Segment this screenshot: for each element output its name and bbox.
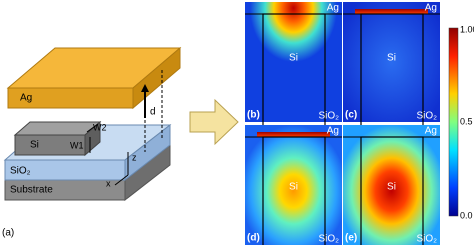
colorbar-tick: 1.00 bbox=[460, 24, 474, 34]
field-map bbox=[245, 2, 342, 122]
panel-label: (d) bbox=[247, 233, 260, 244]
colorbar-tick: 0.5 bbox=[460, 116, 473, 126]
field-map bbox=[343, 2, 440, 122]
z-label: z bbox=[132, 152, 137, 162]
schematic: Ag Si W2 W1 d z x SiO₂ Substrate (a) bbox=[2, 46, 182, 239]
panel-label: (a) bbox=[2, 228, 14, 239]
d-arrowhead bbox=[141, 84, 149, 92]
arrow bbox=[189, 98, 239, 146]
field-map bbox=[245, 125, 342, 245]
ag-label: Ag bbox=[327, 3, 339, 14]
ag-label: Ag bbox=[425, 126, 437, 137]
sio2-label: SiO₂ bbox=[416, 234, 437, 245]
w2-arrow bbox=[86, 123, 99, 133]
x-axis bbox=[114, 174, 129, 186]
sio2-label: SiO₂ bbox=[318, 111, 339, 122]
sio2-label: SiO₂ bbox=[416, 111, 437, 122]
ag-label: Ag bbox=[327, 126, 339, 137]
sio2-side bbox=[124, 123, 171, 182]
si-label: Si bbox=[387, 53, 396, 64]
colorbar-tick: 0.0 bbox=[460, 210, 473, 220]
si-label: Si bbox=[289, 182, 298, 193]
panel-label: (b) bbox=[247, 110, 260, 121]
panel-label: (c) bbox=[345, 110, 357, 121]
x-label: x bbox=[106, 178, 111, 188]
field-map bbox=[343, 125, 440, 245]
d-label: d bbox=[150, 107, 156, 118]
si-label: Si bbox=[30, 140, 39, 151]
w1-label: W1 bbox=[70, 140, 84, 150]
sio2-label: SiO₂ bbox=[10, 166, 31, 177]
ag-field-strip bbox=[257, 132, 330, 137]
ag-label: Ag bbox=[20, 93, 32, 104]
ag-label: Ag bbox=[425, 3, 437, 14]
si-label: Si bbox=[289, 53, 298, 64]
panel-label: (e) bbox=[345, 233, 357, 244]
si-label: Si bbox=[387, 182, 396, 193]
colorbar bbox=[448, 27, 459, 217]
substrate-label: Substrate bbox=[10, 185, 53, 196]
ag-field-strip bbox=[355, 9, 428, 14]
w2-label: W2 bbox=[93, 122, 107, 132]
sio2-label: SiO₂ bbox=[318, 234, 339, 245]
field-maps: Ag Si SiO₂ (b) Ag Si SiO₂ (c) Ag Si SiO₂ (d) Ag Si SiO… bbox=[245, 2, 440, 245]
